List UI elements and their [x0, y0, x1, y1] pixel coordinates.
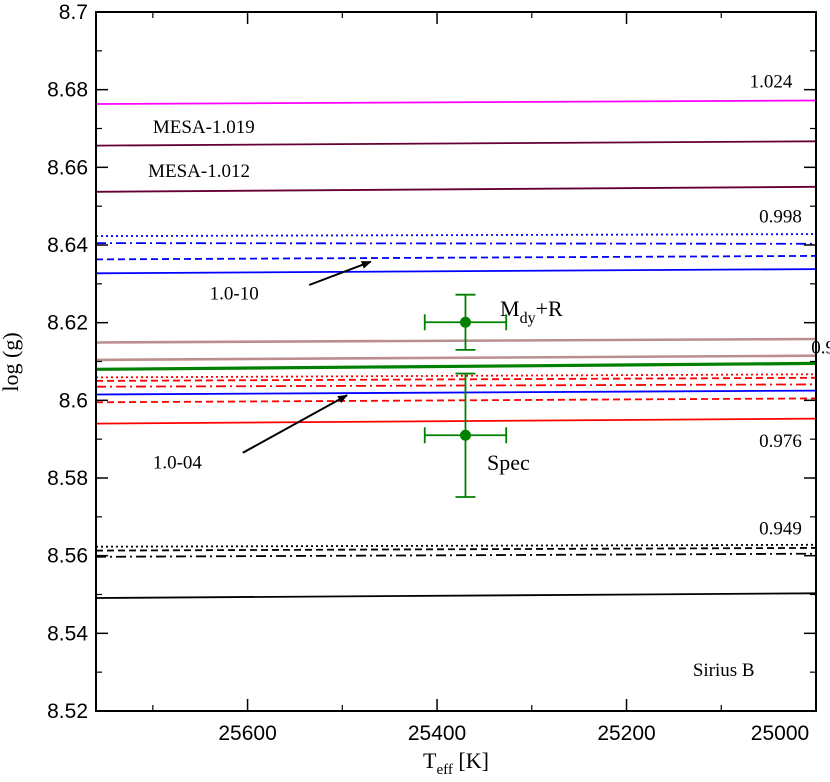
- arrow-layer: 1.0-10 1.0-04: [153, 260, 372, 473]
- series-line-0-949-solid: [95, 592, 817, 599]
- y-tick-label: 8.52: [47, 700, 88, 723]
- x-axis-title-main: T: [423, 748, 437, 773]
- x-tick-label: 25600: [218, 722, 276, 745]
- y-tick-label: 8.66: [47, 156, 88, 179]
- point-label-spec: Spec: [487, 450, 530, 475]
- series-line-0-976-dashed2: [95, 397, 817, 404]
- errorbar-layer: [423, 293, 508, 498]
- series-line-0-998-thick-a: [95, 337, 817, 344]
- point-label-mdy-r-tail: +R: [536, 296, 563, 321]
- errorbar-mdy-r: [423, 293, 508, 351]
- curve-label-mesa-1-012: MESA-1.012: [148, 161, 250, 182]
- arrow-label-1-0-10: 1.0-10: [210, 283, 259, 304]
- point-label-mdy-r-sub: dy: [520, 310, 536, 327]
- series-line-0-998-dashed: [95, 255, 817, 261]
- data-point-mdy-r: [459, 316, 471, 328]
- series-layer: [95, 99, 817, 599]
- series-line-0-998-thick-b: [95, 354, 817, 362]
- y-tick-label: 8.62: [47, 312, 88, 335]
- y-axis-title: log (g): [0, 332, 23, 391]
- arrow-1-0-10: [308, 260, 372, 286]
- series-line-0-949-dotted: [95, 543, 817, 548]
- y-tick-label: 8.54: [47, 622, 88, 645]
- point-label-mdy-r-main: M: [500, 296, 520, 321]
- x-tick-label: 25000: [751, 722, 809, 745]
- curve-label-1-024: 1.024: [750, 72, 793, 93]
- series-line-0-976-solid: [95, 417, 817, 425]
- label-layer: 1.024 MESA-1.019 MESA-1.012 0.998 0.998-Thic…: [148, 72, 830, 681]
- series-line-0-949-dashed: [95, 547, 817, 552]
- series-line-0-976-dashed1: [95, 376, 817, 382]
- point-label-mdy-r: Mdy+R: [500, 296, 563, 327]
- series-line-mesa-1-019: [95, 140, 817, 147]
- arrow-label-1-0-04: 1.0-04: [153, 452, 203, 473]
- tick-layer: 8.52 8.54 8.56 8.58 8.6 8.62 8.64 8.66 8.68 8.7 25…: [47, 1, 816, 745]
- y-tick-label: 8.6: [59, 389, 88, 412]
- series-line-0-998-solid: [95, 268, 817, 275]
- series-line-1-024: [95, 99, 817, 105]
- series-line-0-976-dotted: [95, 373, 817, 379]
- curve-label-sirius-b: Sirius B: [693, 660, 755, 681]
- curve-label-0-998-thick: 0.998-Thick: [811, 338, 830, 359]
- y-tick-label: 8.68: [47, 79, 88, 102]
- x-axis-title-unit: [K]: [453, 748, 489, 773]
- series-line-green: [95, 361, 817, 371]
- curve-label-0-949: 0.949: [759, 518, 802, 539]
- curve-label-mesa-1-019: MESA-1.019: [153, 117, 255, 138]
- errorbar-spec: [423, 372, 508, 498]
- series-line-0-949-dashdot: [95, 552, 817, 558]
- x-tick-label: 25200: [597, 722, 655, 745]
- data-point-spec: [459, 429, 471, 441]
- y-tick-label: 8.56: [47, 545, 88, 568]
- x-axis-title: Teff [K]: [423, 748, 489, 778]
- curve-label-0-976: 0.976: [759, 431, 802, 452]
- series-line-mesa-1-012: [95, 185, 817, 193]
- y-tick-label: 8.58: [47, 467, 88, 490]
- curve-label-0-998: 0.998: [759, 206, 802, 227]
- arrow-1-0-04: [242, 394, 348, 454]
- series-line-0-998-dashdot: [95, 242, 817, 245]
- series-line-0-998-dotted: [95, 233, 817, 238]
- series-line-blue-mid: [95, 389, 817, 396]
- x-tick-label: 25400: [408, 722, 466, 745]
- y-tick-label: 8.7: [59, 1, 88, 24]
- series-line-0-976-dashdot: [95, 383, 817, 388]
- x-axis-title-sub: eff: [437, 762, 453, 778]
- y-tick-label: 8.64: [47, 234, 88, 257]
